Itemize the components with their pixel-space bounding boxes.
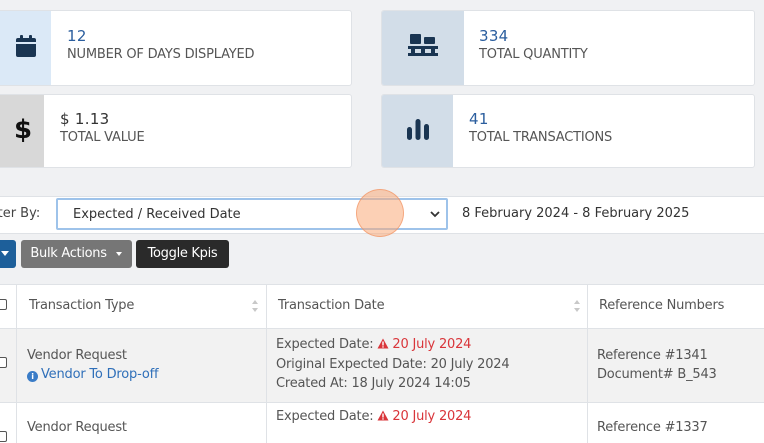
filter-toggle-button[interactable]: [0, 240, 16, 268]
kpi-days-card: 12 NUMBER OF DAYS DISPLAYED: [0, 10, 352, 86]
kpi-quantity-card: 334 TOTAL QUANTITY: [381, 10, 755, 86]
row-checkbox[interactable]: [0, 431, 7, 442]
kpi-value-card: $ $ 1.13 TOTAL VALUE: [0, 94, 352, 168]
expected-date-label: Expected Date:: [276, 337, 374, 352]
sort-icon[interactable]: [573, 298, 581, 317]
original-expected-date: Original Expected Date: 20 July 2024: [276, 357, 510, 372]
created-at: Created At: 18 July 2024 14:05: [276, 376, 471, 391]
pallet-icon: [407, 32, 439, 64]
row-checkbox[interactable]: [0, 357, 7, 368]
table-row[interactable]: Vendor Request i Vendor To Drop-off Expec…: [0, 329, 764, 403]
select-all-checkbox[interactable]: [0, 299, 7, 310]
kpi-value-label: TOTAL VALUE: [60, 130, 145, 145]
bulk-actions-button[interactable]: Bulk Actions: [21, 240, 132, 268]
transaction-subtype-link[interactable]: i Vendor To Drop-off: [27, 365, 159, 384]
toggle-kpis-button[interactable]: Toggle Kpis: [136, 240, 229, 268]
caret-down-icon: [0, 246, 10, 261]
calendar-icon: [15, 34, 37, 62]
header-reference-numbers[interactable]: Reference Numbers: [599, 298, 725, 313]
chevron-down-icon: [428, 206, 442, 225]
kpi-transactions-label: TOTAL TRANSACTIONS: [469, 130, 613, 145]
filter-select-value: Expected / Received Date: [73, 207, 241, 222]
click-indicator: [356, 189, 404, 237]
kpi-days-icon-box: [0, 11, 51, 85]
caret-down-icon: [111, 246, 123, 261]
svg-text:$: $: [13, 115, 31, 144]
kpi-days-label: NUMBER OF DAYS DISPLAYED: [67, 47, 255, 62]
warning-icon: [377, 336, 389, 355]
bar-chart-icon: [405, 116, 431, 146]
reference-number: Reference #1337: [597, 420, 708, 435]
table-row[interactable]: Vendor Request Expected Date: 20 July 20…: [0, 403, 764, 443]
sort-icon[interactable]: [251, 298, 259, 317]
bulk-actions-label: Bulk Actions: [30, 246, 107, 261]
table-header-row: Transaction Type Transaction Date Refere…: [0, 285, 764, 329]
transaction-subtype: Vendor To Drop-off: [41, 367, 159, 382]
expected-date-value: 20 July 2024: [392, 409, 472, 424]
header-transaction-type[interactable]: Transaction Type: [29, 298, 135, 313]
expected-date-label: Expected Date:: [276, 409, 374, 424]
kpi-transactions-card: 41 TOTAL TRANSACTIONS: [381, 94, 755, 168]
kpi-value-value: $ 1.13: [60, 110, 110, 128]
kpi-quantity-icon-box: [382, 11, 464, 85]
kpi-quantity-label: TOTAL QUANTITY: [479, 47, 588, 62]
transaction-type: Vendor Request: [27, 420, 127, 435]
expected-date-value: 20 July 2024: [392, 337, 472, 352]
document-number: Document# B_543: [597, 367, 717, 382]
dollar-icon: $: [13, 114, 33, 148]
kpi-quantity-value: 334: [479, 27, 509, 45]
kpi-transactions-value: 41: [469, 110, 489, 128]
kpi-transactions-icon-box: [382, 95, 453, 167]
filter-by-label: lter By:: [0, 206, 41, 221]
kpi-days-value: 12: [67, 27, 87, 45]
kpi-value-icon-box: $: [0, 95, 44, 167]
reference-number: Reference #1341: [597, 348, 708, 363]
date-range-input[interactable]: 8 February 2024 - 8 February 2025: [462, 206, 690, 221]
warning-icon: [377, 408, 389, 427]
info-icon: i: [27, 371, 38, 382]
header-transaction-date[interactable]: Transaction Date: [278, 298, 385, 313]
transactions-table: Transaction Type Transaction Date Refere…: [0, 284, 764, 443]
transaction-type: Vendor Request: [27, 348, 127, 363]
